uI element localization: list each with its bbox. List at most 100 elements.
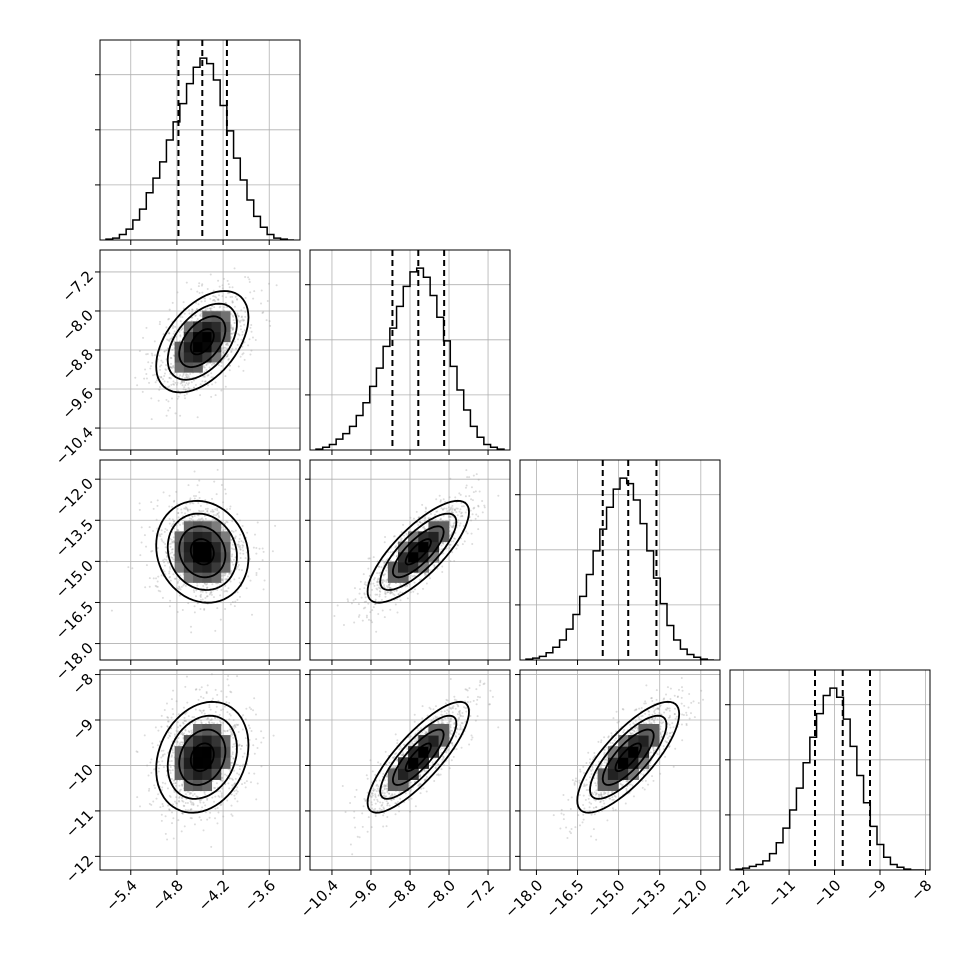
sample-point [217,699,220,702]
sample-point [158,740,161,743]
sample-point [203,608,206,611]
sample-point [227,283,230,286]
sample-point [190,808,193,811]
density-cell [202,746,213,758]
sample-point [162,333,165,336]
sample-point [160,359,163,362]
sample-point [449,515,452,518]
sample-point [254,338,257,341]
sample-point [244,737,247,740]
sample-point [180,511,183,514]
sample-point [187,484,190,487]
sample-point [182,800,185,803]
sample-point [165,349,168,352]
sample-point [413,588,416,591]
panel-frame [99,39,301,241]
sample-point [216,507,219,510]
sample-point [222,815,225,818]
sample-point [333,615,336,618]
sample-point [225,296,228,299]
sample-point [251,613,254,616]
sample-point [204,380,207,383]
sample-point [254,713,257,716]
sample-point [220,588,223,591]
sample-point [231,753,234,756]
sample-point [203,300,206,303]
sample-point [212,295,215,298]
sample-point [409,516,412,519]
sample-point [178,339,181,342]
sample-point [457,544,460,547]
sample-point [136,751,139,754]
sample-point [170,777,173,780]
sample-point [181,783,184,786]
sample-point [228,701,231,704]
sample-point [383,580,386,583]
sample-point [148,526,151,529]
sample-point [459,493,462,496]
sample-point [383,561,386,564]
sample-point [213,786,216,789]
sample-point [450,707,453,710]
sample-point [221,787,224,790]
sample-point [172,332,175,335]
sample-point [163,564,166,567]
sample-point [260,302,263,305]
sample-point [448,496,451,499]
sample-point [176,740,179,743]
sample-point [244,276,247,279]
sample-point [169,366,172,369]
sample-point [412,517,415,520]
density-cell [211,724,222,736]
sample-point [385,763,388,766]
sample-point [372,582,375,585]
sample-point [433,564,436,567]
sample-point [238,321,241,324]
sample-point [230,555,233,558]
sample-point [400,537,403,540]
sample-point [227,358,230,361]
sample-point [168,385,171,388]
sample-point [457,718,460,721]
sample-point [206,509,209,512]
sample-point [376,783,379,786]
sample-point [180,381,183,384]
sample-point [196,584,199,587]
sample-point [459,515,462,518]
sample-point [211,383,214,386]
sample-point [384,590,387,593]
sample-point [187,602,190,605]
sample-point [428,569,431,572]
sample-point [428,577,431,580]
sample-point [157,589,160,592]
sample-point [227,684,230,687]
sample-point [453,560,456,563]
sample-point [253,697,256,700]
sample-point [245,587,248,590]
sample-point [239,552,242,555]
sample-point [216,298,219,301]
contour-3 [166,302,238,381]
sample-point [168,575,171,578]
sample-point [196,317,199,320]
sample-point [242,763,245,766]
sample-point [248,772,251,775]
sample-point [210,673,213,676]
sample-point [153,784,156,787]
sample-point [215,782,218,785]
sample-point [400,531,403,534]
sample-point [234,321,237,324]
sample-point [224,574,227,577]
sample-point [376,578,379,581]
sample-point [191,794,194,797]
sample-point [175,383,178,386]
sample-point [372,789,375,792]
density-cell [193,321,203,333]
sample-point [419,783,422,786]
density-cell [211,351,222,363]
sample-point [452,524,455,527]
sample-point [224,343,227,346]
sample-point [399,591,402,594]
sample-point [466,532,469,535]
